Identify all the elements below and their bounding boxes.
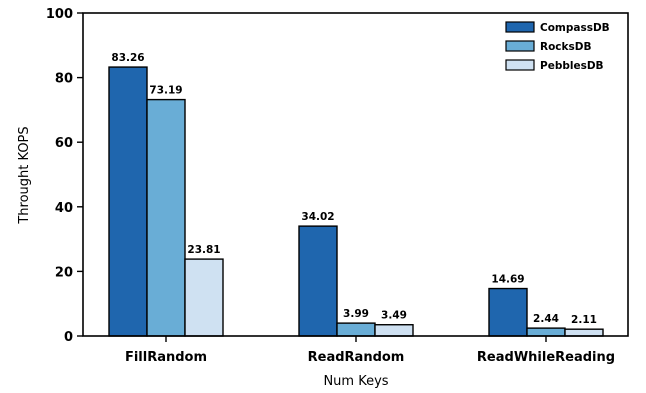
x-tick-label: ReadRandom [308, 350, 405, 365]
data-label: 34.02 [301, 211, 334, 223]
legend-label-rocksdb: RocksDB [540, 41, 591, 53]
data-label: 3.99 [343, 308, 369, 320]
y-axis: 0 20 40 60 80 100 [46, 7, 83, 345]
bar-pebblesdb-fillrandom [184, 258, 224, 337]
x-tick-label: FillRandom [125, 350, 207, 365]
bar-compassdb-readwhilereading [488, 287, 528, 337]
x-axis-title: Num Keys [323, 374, 388, 389]
x-tick-label: ReadWhileReading [477, 350, 615, 365]
legend-swatch-rocksdb [505, 40, 535, 52]
y-tick-label: 60 [55, 136, 73, 151]
data-label: 83.26 [111, 52, 144, 64]
bar-rocksdb-readwhilereading [526, 327, 566, 337]
legend-swatch-pebblesdb [505, 59, 535, 71]
y-axis-title: Throught KOPS [17, 126, 32, 224]
bar-compassdb-fillrandom [108, 66, 148, 337]
legend-swatch-compassdb [505, 21, 535, 33]
legend-label-compassdb: CompassDB [540, 22, 610, 34]
y-tick-label: 80 [55, 72, 73, 87]
y-tick-label: 0 [64, 330, 73, 345]
bar-pebblesdb-readrandom [374, 324, 414, 337]
bar-pebblesdb-readwhilereading [564, 328, 604, 337]
data-label: 2.44 [533, 313, 559, 325]
bar-compassdb-readrandom [298, 225, 338, 337]
data-label: 3.49 [381, 310, 407, 322]
y-tick-label: 20 [55, 265, 73, 280]
bars-layer [108, 66, 604, 337]
y-tick-label: 40 [55, 201, 73, 216]
y-tick-label: 100 [46, 7, 73, 22]
legend: CompassDB RocksDB PebblesDB [505, 21, 610, 72]
legend-label-pebblesdb: PebblesDB [540, 60, 604, 72]
data-label: 2.11 [571, 314, 597, 326]
x-axis: FillRandom ReadRandom ReadWhileReading [125, 336, 615, 365]
data-labels-layer: 83.26 73.19 23.81 34.02 3.99 3.49 14.69 2.44 2.1… [111, 52, 597, 326]
data-label: 14.69 [491, 274, 524, 286]
bar-rocksdb-fillrandom [146, 98, 186, 337]
data-label: 73.19 [149, 85, 182, 97]
data-label: 23.81 [187, 244, 220, 256]
bar-rocksdb-readrandom [336, 322, 376, 337]
